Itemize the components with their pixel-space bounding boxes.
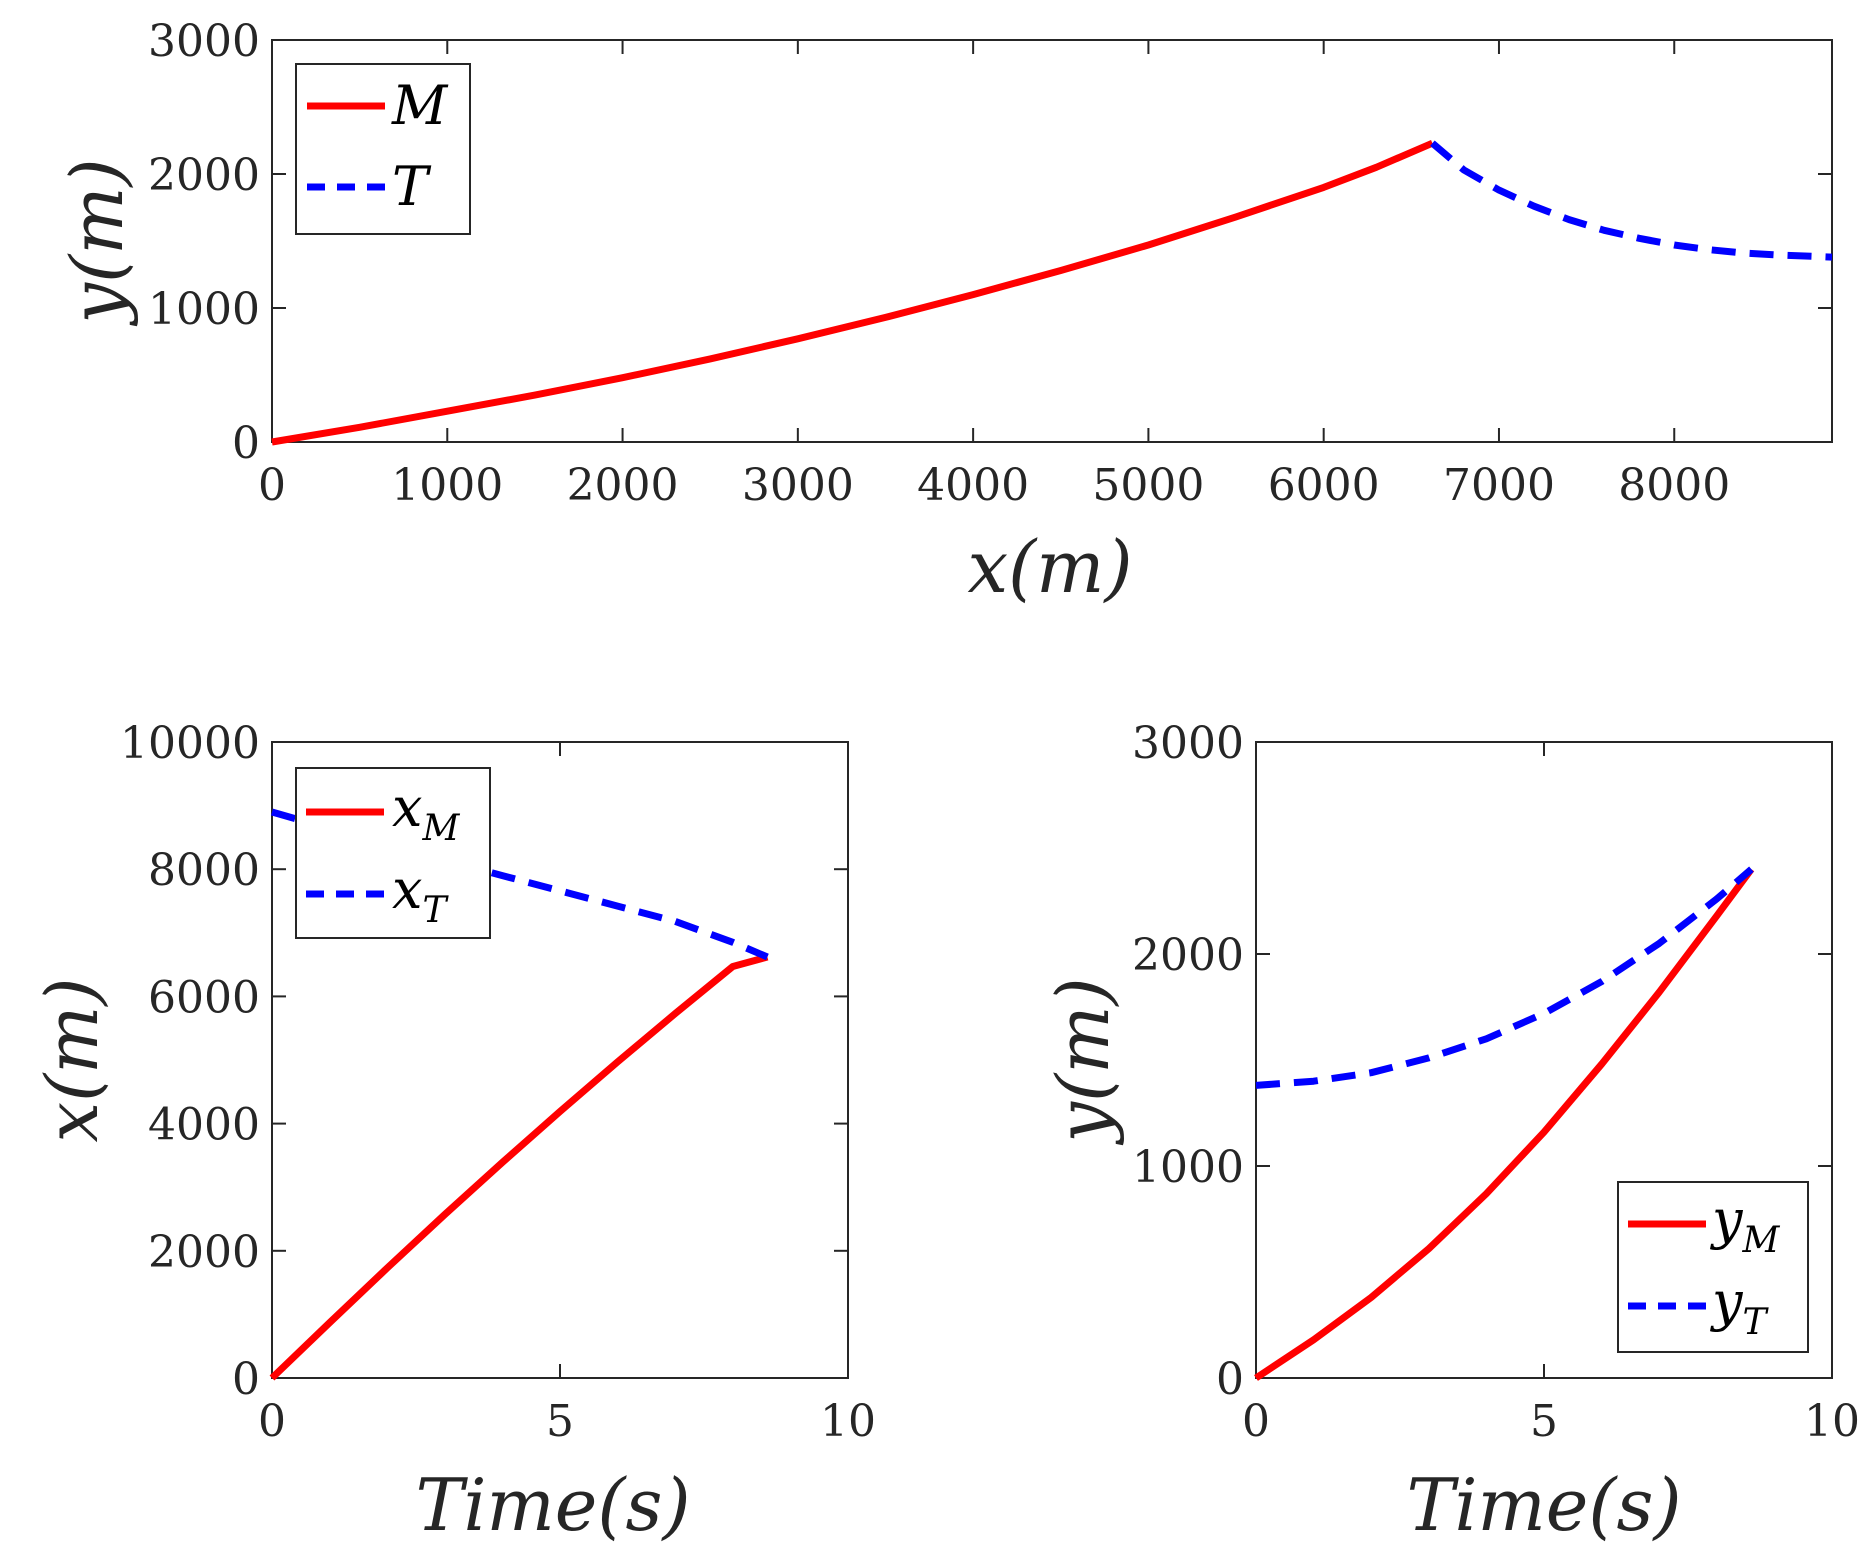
legend-label-yM-base: y <box>1710 1188 1744 1251</box>
plot-y-vs-time-series <box>1254 866 1755 1381</box>
xtick-label: 6000 <box>1268 460 1380 511</box>
plot-x-vs-time: 0 5 10 0 2000 4000 6000 8000 10000 Time(s) x(m)… <box>30 718 876 1547</box>
xtick-label: 5000 <box>1092 460 1204 511</box>
ytick-label: 0 <box>232 418 260 469</box>
series-line-y_M <box>1254 867 1755 1381</box>
plot-y-vs-time-axes-box <box>1255 741 1833 1379</box>
plot-trajectory-xtick-labels: 0 1000 2000 3000 4000 5000 6000 7000 8000 <box>258 460 1730 511</box>
xtick-label: 0 <box>258 460 286 511</box>
xtick-label: 10 <box>820 1396 876 1447</box>
ytick-label: 6000 <box>148 972 260 1023</box>
xtick-label: 0 <box>258 1396 286 1447</box>
plot-x-vs-time-axes-box <box>271 741 849 1379</box>
legend-label-xT-base: x <box>392 858 422 921</box>
xtick-label: 10 <box>1804 1396 1860 1447</box>
legend-label-yM-sub: M <box>1742 1220 1781 1261</box>
plot-trajectory-xlabel: x(m) <box>967 525 1132 609</box>
legend-label-xM-base: x <box>392 776 422 839</box>
ytick-label: 0 <box>232 1354 260 1405</box>
xtick-label: 5 <box>1530 1396 1558 1447</box>
series-line-T <box>1430 140 1833 261</box>
ytick-label: 4000 <box>148 1100 260 1151</box>
ytick-label: 0 <box>1216 1354 1244 1405</box>
ytick-label: 1000 <box>148 284 260 335</box>
ytick-label: 1000 <box>1132 1142 1244 1193</box>
xtick-label: 0 <box>1242 1396 1270 1447</box>
plot-x-vs-time-legend-box <box>295 767 491 939</box>
ytick-label: 2000 <box>148 1227 260 1278</box>
plot-trajectory-ytick-labels: 0 1000 2000 3000 <box>148 16 260 469</box>
series-line-M <box>271 139 1434 446</box>
xtick-label: 4000 <box>917 460 1029 511</box>
ytick-label: 2000 <box>148 150 260 201</box>
plot-y-vs-time-legend: yM yT <box>1617 1181 1809 1353</box>
plot-x-vs-time-legend: xM xT <box>295 767 491 939</box>
legend-label-xM-sub: M <box>421 808 460 849</box>
xtick-label: 1000 <box>391 460 503 511</box>
ytick-label: 2000 <box>1132 930 1244 981</box>
legend-label-yM: yM <box>1710 1188 1781 1261</box>
xtick-label: 8000 <box>1618 460 1730 511</box>
legend-label-xM: xM <box>392 776 460 849</box>
plot-y-vs-time-ytick-labels: 0 1000 2000 3000 <box>1132 718 1244 1405</box>
legend-label-yT: yT <box>1710 1270 1770 1343</box>
plot-trajectory-grid-ticks <box>271 39 1832 443</box>
plot-trajectory-legend-box <box>295 63 471 235</box>
plot-trajectory-axes-box <box>271 39 1833 443</box>
plot-y-vs-time-xtick-labels: 0 5 10 <box>1242 1396 1860 1447</box>
plot-y-vs-time-ylabel: y(m) <box>1041 977 1125 1145</box>
ytick-label: 10000 <box>120 718 260 769</box>
xtick-label: 7000 <box>1443 460 1555 511</box>
xtick-label: 2000 <box>567 460 679 511</box>
plot-x-vs-time-ylabel: x(m) <box>30 977 114 1142</box>
plot-trajectory-legend: M T <box>295 63 471 235</box>
plot-trajectory-ylabel: y(m) <box>55 158 139 326</box>
plot-trajectory: 0 1000 2000 3000 4000 5000 6000 7000 8000 0 1000 2… <box>55 16 1833 609</box>
legend-label-yT-sub: T <box>1743 1302 1770 1343</box>
series-line-y_T <box>1255 866 1754 1089</box>
xtick-label: 3000 <box>742 460 854 511</box>
legend-label-T: T <box>392 155 432 218</box>
legend-label-M: M <box>391 74 449 137</box>
ytick-label: 3000 <box>148 16 260 67</box>
plot-x-vs-time-xtick-labels: 0 5 10 <box>258 1396 876 1447</box>
legend-label-xT-sub: T <box>422 890 449 931</box>
xtick-label: 5 <box>546 1396 574 1447</box>
series-line-x_M <box>269 953 769 1381</box>
ytick-label: 8000 <box>148 845 260 896</box>
plot-trajectory-series <box>271 139 1833 446</box>
plot-x-vs-time-xlabel: Time(s) <box>415 1463 690 1547</box>
legend-label-xT: xT <box>392 858 449 931</box>
plot-x-vs-time-ytick-labels: 0 2000 4000 6000 8000 10000 <box>120 718 260 1405</box>
plot-y-vs-time-xlabel: Time(s) <box>1406 1463 1681 1547</box>
legend-label-yT-base: y <box>1710 1270 1744 1333</box>
ytick-label: 3000 <box>1132 718 1244 769</box>
plot-y-vs-time-legend-box <box>1617 1181 1809 1353</box>
